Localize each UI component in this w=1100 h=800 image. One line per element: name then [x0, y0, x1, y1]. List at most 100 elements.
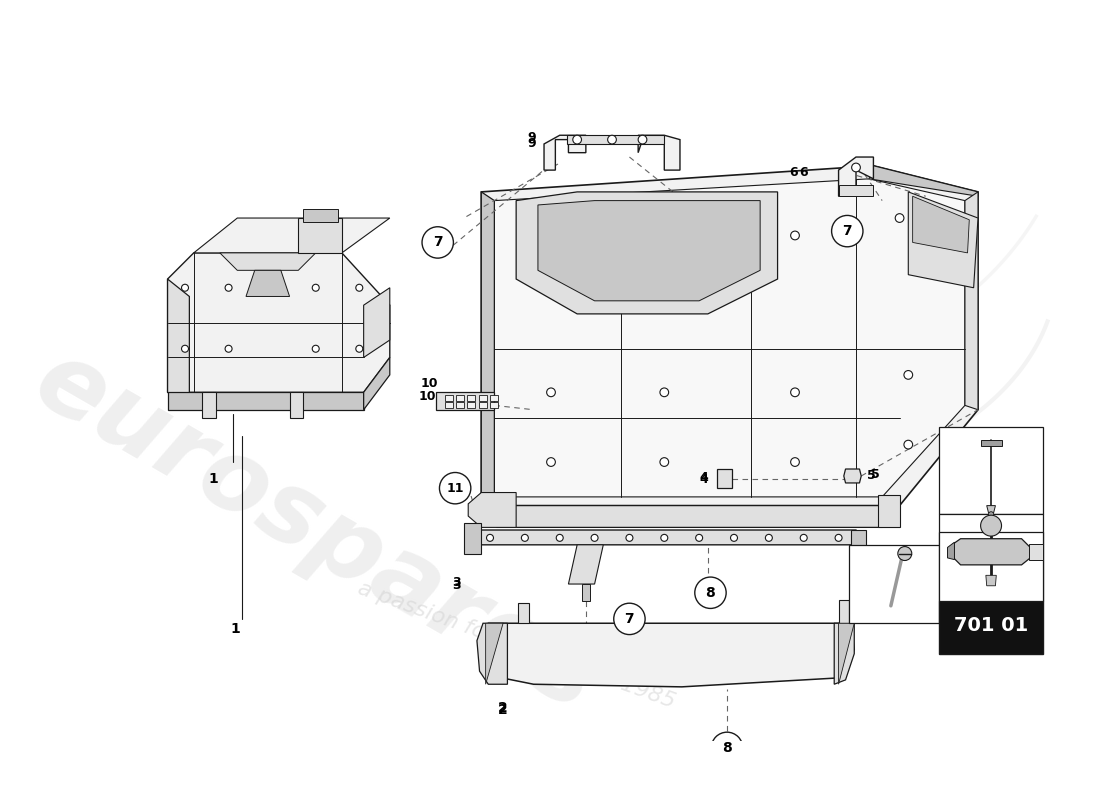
Text: 7: 7 — [433, 235, 442, 250]
Circle shape — [695, 534, 703, 542]
Text: 8: 8 — [950, 431, 959, 444]
Circle shape — [895, 214, 904, 222]
Polygon shape — [465, 530, 860, 545]
Circle shape — [898, 546, 912, 561]
Text: 2: 2 — [498, 701, 508, 714]
Text: 4: 4 — [700, 473, 708, 486]
Polygon shape — [538, 201, 760, 301]
Circle shape — [607, 135, 616, 144]
Polygon shape — [477, 623, 507, 684]
Text: a passion for parts since 1985: a passion for parts since 1985 — [354, 578, 678, 712]
Circle shape — [226, 346, 232, 352]
Text: 4: 4 — [700, 471, 708, 484]
Polygon shape — [482, 166, 978, 506]
Polygon shape — [834, 623, 855, 684]
Polygon shape — [544, 135, 586, 170]
Text: 11: 11 — [860, 549, 878, 562]
Polygon shape — [844, 469, 861, 483]
Text: 3: 3 — [452, 576, 461, 589]
Polygon shape — [838, 157, 873, 196]
Polygon shape — [878, 495, 900, 527]
Polygon shape — [980, 440, 1001, 446]
Text: 9: 9 — [528, 131, 536, 144]
Polygon shape — [364, 288, 389, 358]
Circle shape — [791, 458, 800, 466]
Text: 7: 7 — [625, 612, 635, 626]
Polygon shape — [436, 392, 494, 410]
Polygon shape — [938, 427, 1044, 514]
Polygon shape — [468, 402, 475, 408]
Text: eurospares: eurospares — [18, 331, 614, 732]
Polygon shape — [850, 530, 867, 554]
Polygon shape — [483, 623, 855, 687]
Polygon shape — [938, 602, 1044, 654]
Text: 3: 3 — [452, 579, 461, 592]
Polygon shape — [469, 493, 516, 527]
Text: 10: 10 — [420, 377, 438, 390]
Polygon shape — [202, 392, 216, 418]
Text: 7: 7 — [950, 518, 959, 531]
Polygon shape — [849, 545, 938, 623]
Polygon shape — [167, 253, 389, 392]
Text: 5: 5 — [867, 470, 876, 482]
Polygon shape — [952, 538, 1031, 565]
Polygon shape — [518, 603, 529, 623]
Polygon shape — [246, 270, 289, 297]
Text: 8: 8 — [705, 586, 715, 600]
Polygon shape — [289, 392, 302, 418]
Circle shape — [440, 473, 471, 504]
Circle shape — [614, 603, 645, 634]
Circle shape — [835, 534, 843, 542]
Circle shape — [312, 346, 319, 352]
Polygon shape — [490, 402, 498, 408]
Text: 6: 6 — [789, 166, 797, 179]
Polygon shape — [302, 210, 338, 222]
Polygon shape — [1028, 544, 1044, 560]
Polygon shape — [478, 402, 486, 408]
Text: 1: 1 — [231, 622, 241, 636]
Polygon shape — [490, 395, 498, 401]
Polygon shape — [838, 185, 873, 196]
Polygon shape — [167, 392, 364, 410]
Text: 6: 6 — [800, 166, 808, 179]
Polygon shape — [716, 469, 733, 488]
Text: 11: 11 — [447, 482, 464, 494]
Circle shape — [486, 534, 494, 542]
Circle shape — [547, 388, 556, 397]
Circle shape — [766, 534, 772, 542]
Polygon shape — [938, 514, 1044, 602]
Circle shape — [904, 370, 913, 379]
Polygon shape — [194, 218, 389, 253]
Polygon shape — [566, 135, 664, 144]
Circle shape — [989, 512, 993, 517]
Circle shape — [832, 215, 864, 246]
Circle shape — [980, 515, 1001, 536]
Circle shape — [422, 226, 453, 258]
Circle shape — [638, 135, 647, 144]
Polygon shape — [516, 192, 778, 314]
Circle shape — [355, 346, 363, 352]
Polygon shape — [298, 218, 342, 253]
Text: 8: 8 — [723, 741, 732, 755]
Circle shape — [800, 534, 807, 542]
Text: 2: 2 — [498, 703, 508, 718]
Polygon shape — [569, 545, 603, 584]
Polygon shape — [167, 279, 189, 410]
Circle shape — [661, 534, 668, 542]
Polygon shape — [869, 166, 978, 196]
Polygon shape — [494, 179, 965, 497]
Polygon shape — [364, 358, 389, 410]
Circle shape — [660, 231, 669, 240]
Polygon shape — [444, 395, 452, 401]
Polygon shape — [913, 196, 969, 253]
Circle shape — [591, 534, 598, 542]
Circle shape — [791, 388, 800, 397]
Polygon shape — [838, 623, 855, 684]
Polygon shape — [456, 395, 464, 401]
Circle shape — [573, 135, 582, 144]
Polygon shape — [965, 192, 978, 410]
Circle shape — [626, 534, 632, 542]
Circle shape — [547, 231, 556, 240]
Text: 7: 7 — [843, 224, 852, 238]
Circle shape — [312, 284, 319, 291]
